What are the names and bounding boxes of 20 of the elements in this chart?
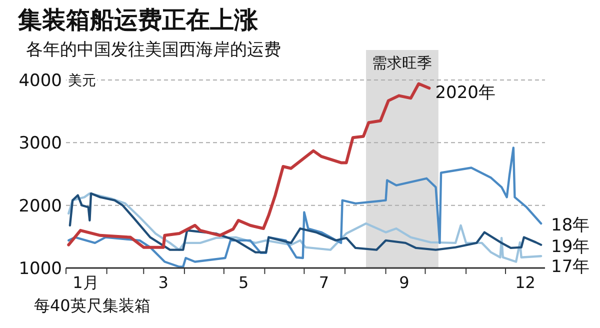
- text: 每40英尺集装箱: [34, 296, 150, 315]
- x-tick-label: 7: [318, 273, 330, 292]
- x-tick-label: 12: [515, 273, 536, 292]
- y-tick-label: 1000: [18, 259, 62, 279]
- y-axis-title: 美元: [68, 73, 96, 89]
- x-tick-label: 3: [158, 273, 168, 292]
- y-tick-label: 2000: [18, 196, 62, 216]
- series-label: 17年: [551, 256, 590, 277]
- x-tick-label: 5: [238, 273, 249, 292]
- y-tick-label: 4000: [18, 71, 62, 91]
- x-tick-label: 1月: [72, 273, 99, 292]
- line-series: [68, 146, 542, 268]
- y-tick-label: 3000: [18, 134, 62, 154]
- series-label: 2020年: [435, 83, 496, 104]
- chart-title: 集装箱船运费正在上涨: [17, 6, 259, 34]
- series-label: 19年: [551, 236, 590, 257]
- series-label: 18年: [551, 216, 590, 236]
- band-label: 需求旺季: [372, 54, 432, 72]
- x-tick-label: 9: [399, 273, 410, 292]
- chart-subtitle: 各年的中国发往美国西海岸的运费: [26, 40, 281, 60]
